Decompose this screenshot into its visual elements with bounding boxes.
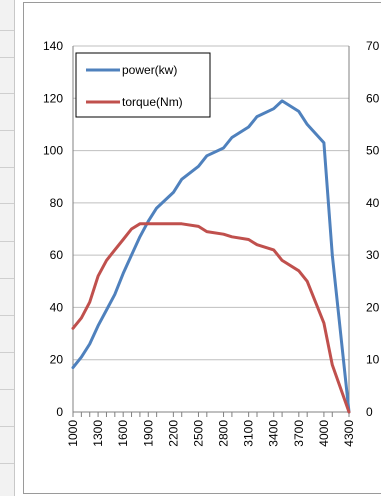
y-right-tick-label: 60: [366, 91, 380, 105]
sheet-row-line: [0, 315, 14, 316]
y-left-tick-label: 120: [43, 91, 63, 105]
sheet-row-line: [0, 130, 14, 131]
y-left-tick-label: 80: [50, 196, 64, 210]
y-left-tick-label: 20: [50, 353, 64, 367]
y-left-tick-label: 0: [56, 405, 63, 419]
sheet-row-line: [0, 426, 14, 427]
y-right-tick-label: 0: [366, 405, 373, 419]
x-tick-label: 2200: [166, 420, 180, 447]
x-tick-label: 3700: [292, 420, 306, 447]
sheet-row-line: [0, 57, 14, 58]
y-right-tick-label: 20: [366, 300, 380, 314]
sheet-row-line: [0, 30, 14, 31]
torque-nm-line: [71, 222, 351, 414]
sheet-row-line: [0, 278, 14, 279]
chart-area[interactable]: 0 20 40 60 80 100 120 140 0 10 20 30 40 50 60 70 1000 130…: [23, 2, 381, 494]
x-tick-label: 2800: [217, 420, 231, 447]
power-kw-line: [71, 99, 351, 414]
legend-box: [75, 52, 211, 118]
x-tick-label: 2500: [191, 420, 205, 447]
sheet-row-line: [0, 241, 14, 242]
sheet-row-line: [0, 389, 14, 390]
y-right-tick-label: 50: [366, 144, 380, 158]
y-right-tick-label: 10: [366, 353, 380, 367]
sheet-row-line: [0, 463, 14, 464]
y-left-tick-label: 60: [50, 248, 64, 262]
legend-label: power(kw): [122, 63, 177, 77]
y-right-tick-label: 40: [366, 196, 380, 210]
x-tick-label: 4000: [317, 420, 331, 447]
sheet-row-line: [0, 167, 14, 168]
y-left-tick-label: 40: [50, 300, 64, 314]
spreadsheet-row-strip: [0, 0, 15, 496]
sheet-row-line: [0, 203, 14, 204]
x-tick-label: 1900: [141, 420, 155, 447]
x-tick-label: 3400: [267, 420, 281, 447]
x-tick-label: 1000: [66, 420, 80, 447]
sheet-row-line: [0, 93, 14, 94]
y-left-tick-label: 100: [43, 144, 63, 158]
legend-label: torque(Nm): [122, 95, 183, 109]
x-tick-label: 3100: [242, 420, 256, 447]
x-tick-label: 1300: [91, 420, 105, 447]
y-right-tick-label: 70: [366, 39, 380, 53]
x-tick-label: 1600: [116, 420, 130, 447]
y-right-tick-label: 30: [366, 248, 380, 262]
line-chart: 0 20 40 60 80 100 120 140 0 10 20 30 40 50 60 70 1000 130…: [43, 39, 380, 447]
x-tick-label: 4300: [342, 420, 356, 447]
sheet-row-line: [0, 352, 14, 353]
y-left-tick-label: 140: [43, 39, 63, 53]
